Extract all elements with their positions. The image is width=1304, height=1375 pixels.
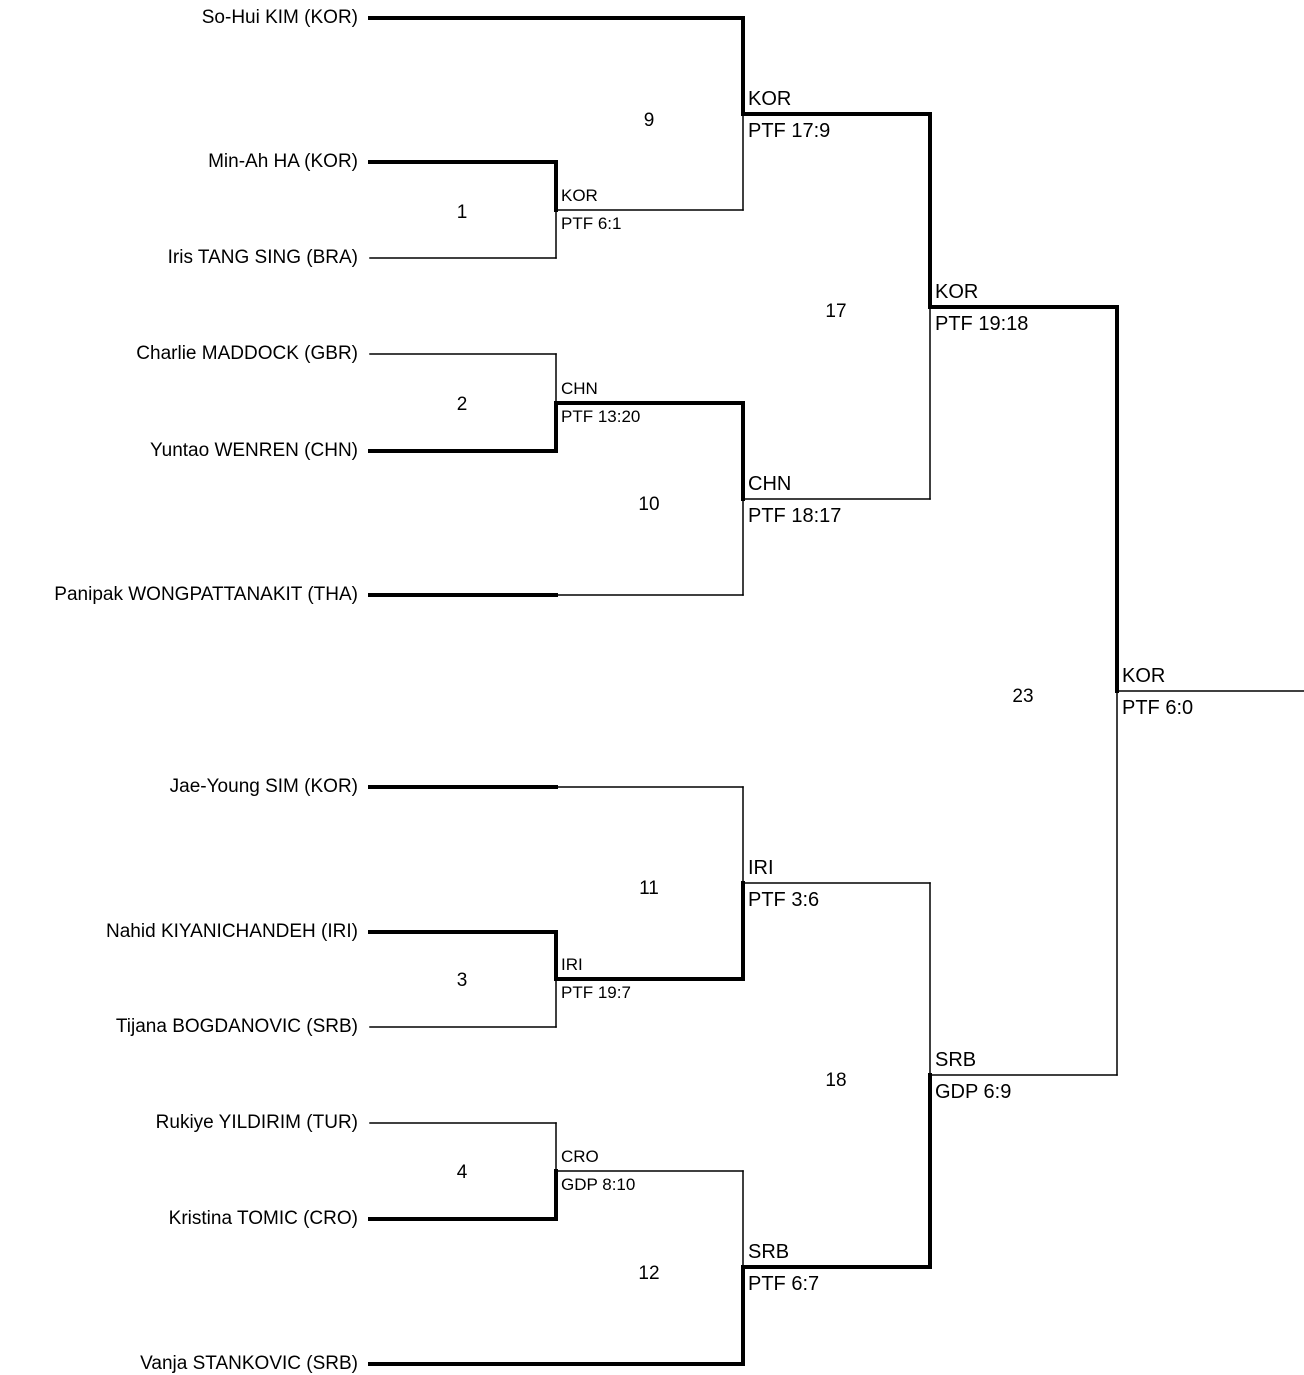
match-number-23: 23 (1012, 686, 1034, 707)
match-number-10: 10 (638, 494, 660, 515)
player-iris-tang-sing: Iris TANG SING (BRA) (167, 247, 358, 268)
match-number-18: 18 (825, 1070, 847, 1091)
match-4-score: GDP 8:10 (561, 1175, 636, 1194)
player-rukiye-yildirim: Rukiye YILDIRIM (TUR) (155, 1112, 358, 1133)
match-23-score: PTF 6:0 (1122, 697, 1194, 719)
player-charlie-maddock: Charlie MADDOCK (GBR) (136, 343, 358, 364)
match-17-winner: KOR (935, 281, 979, 303)
match-2-score: PTF 13:20 (561, 407, 641, 426)
match-23-winner: KOR (1122, 665, 1166, 687)
match-number-17: 17 (825, 301, 847, 322)
match-number-2: 2 (456, 394, 468, 415)
match-number-3: 3 (456, 970, 468, 991)
match-12-winner: SRB (748, 1241, 790, 1263)
match-number-4: 4 (456, 1162, 468, 1183)
match-10-winner: CHN (748, 473, 792, 495)
player-yuntao-wenren: Yuntao WENREN (CHN) (150, 440, 358, 461)
player-nahid-kiyanichandeh: Nahid KIYANICHANDEH (IRI) (106, 921, 358, 942)
match-17-score: PTF 19:18 (935, 313, 1029, 335)
player-so-hui-kim: So-Hui KIM (KOR) (201, 7, 358, 28)
match-3-winner: IRI (561, 955, 583, 974)
player-jae-young-sim: Jae-Young SIM (KOR) (169, 776, 358, 797)
match-number-1: 1 (456, 202, 468, 223)
match-9-winner: KOR (748, 88, 792, 110)
player-tijana-bogdanovic: Tijana BOGDANOVIC (SRB) (115, 1016, 358, 1037)
match-number-11: 11 (639, 878, 659, 899)
match-12-score: PTF 6:7 (748, 1273, 820, 1295)
match-number-9: 9 (643, 110, 655, 131)
match-18-score: GDP 6:9 (935, 1081, 1012, 1103)
match-2-winner: CHN (561, 379, 598, 398)
player-panipak-wongpattanakit: Panipak WONGPATTANAKIT (THA) (54, 584, 358, 605)
match-11-score: PTF 3:6 (748, 889, 820, 911)
match-1-winner: KOR (561, 186, 598, 205)
player-min-ah-ha: Min-Ah HA (KOR) (208, 151, 358, 172)
match-10-score: PTF 18:17 (748, 505, 842, 527)
match-9-score: PTF 17:9 (748, 120, 831, 142)
player-kristina-tomic: Kristina TOMIC (CRO) (168, 1208, 358, 1229)
match-18-winner: SRB (935, 1049, 977, 1071)
match-1-score: PTF 6:1 (561, 214, 622, 233)
match-4-winner: CRO (561, 1147, 599, 1166)
match-11-winner: IRI (748, 857, 774, 879)
match-3-score: PTF 19:7 (561, 983, 631, 1002)
match-number-12: 12 (638, 1263, 660, 1284)
player-vanja-stankovic: Vanja STANKOVIC (SRB) (140, 1353, 358, 1374)
